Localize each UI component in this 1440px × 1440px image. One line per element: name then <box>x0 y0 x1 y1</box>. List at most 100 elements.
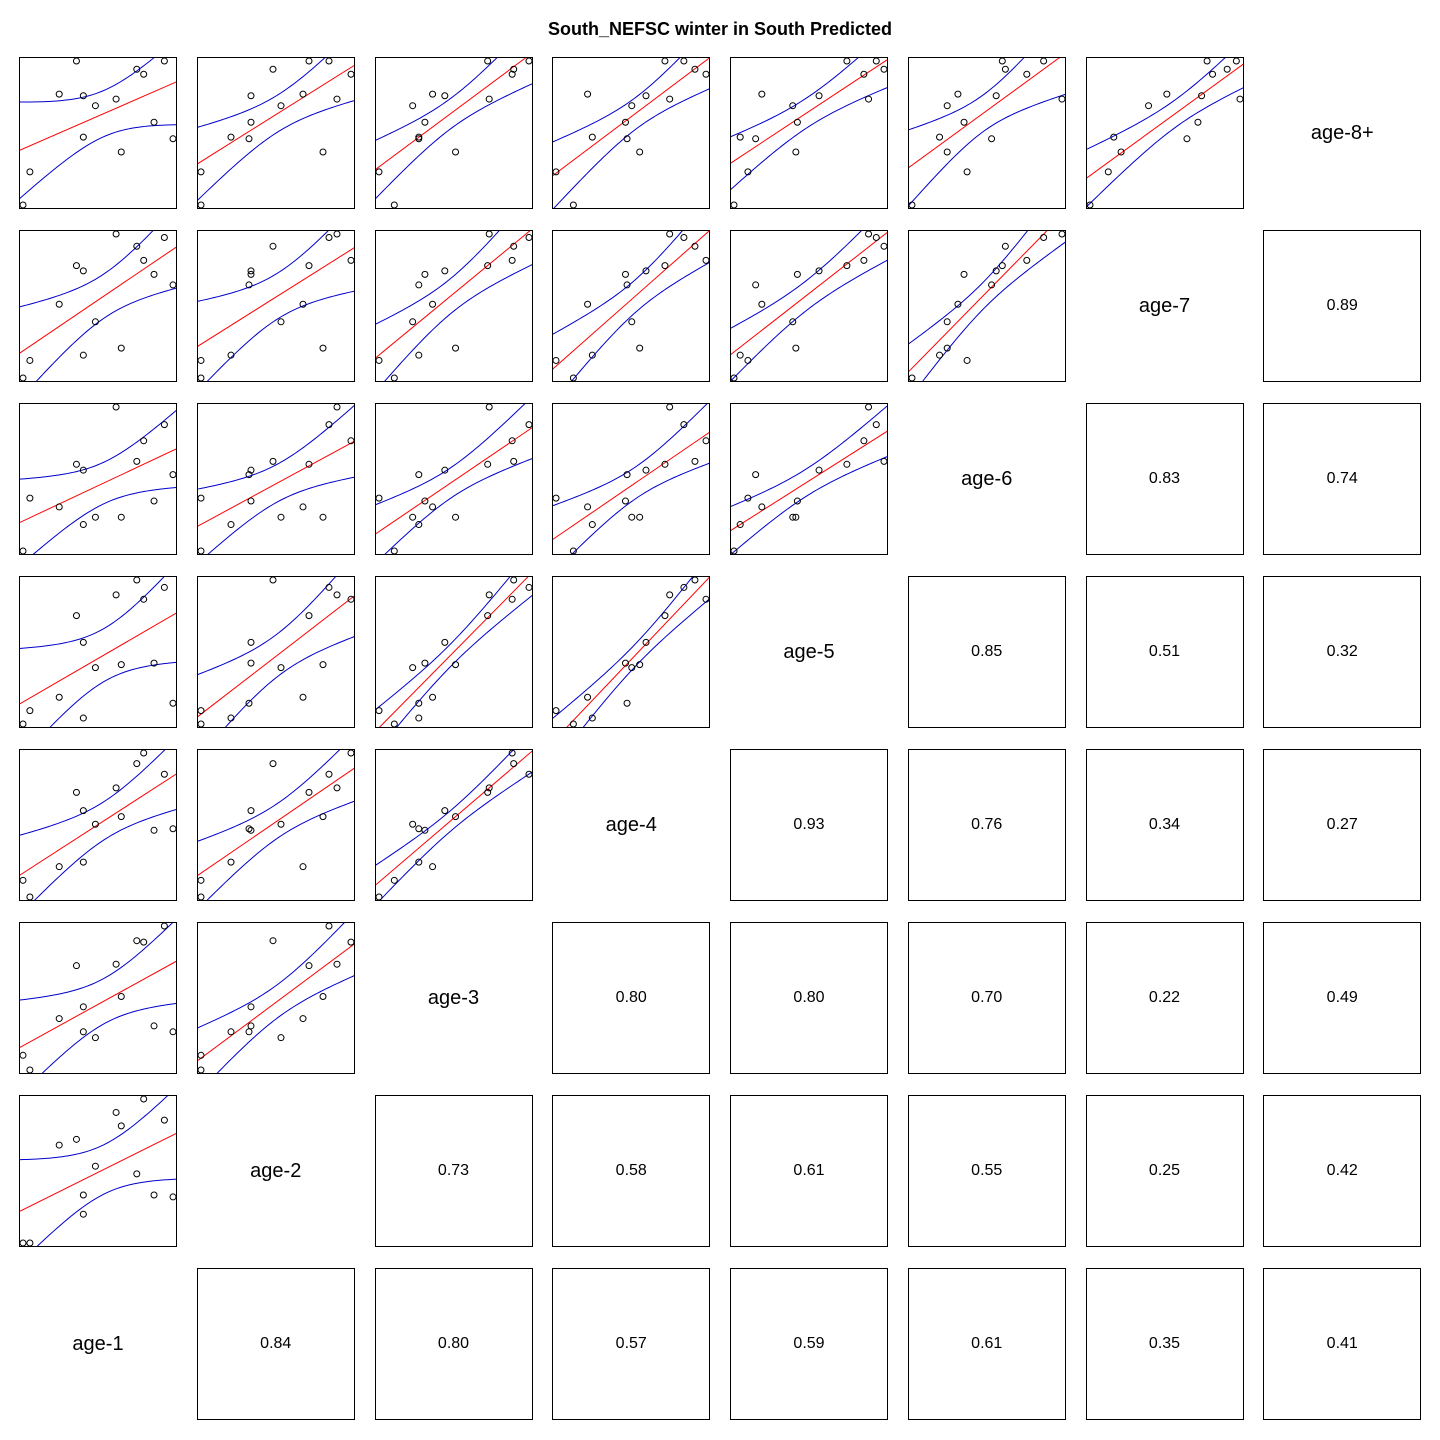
data-point <box>963 356 971 364</box>
data-point <box>19 547 27 555</box>
data-point <box>570 374 578 382</box>
data-point <box>79 807 87 815</box>
data-point <box>789 318 797 326</box>
data-point <box>622 118 630 126</box>
data-point <box>79 714 87 722</box>
correlation-panel-age-3-age-8-plus: 0.49 <box>1263 922 1422 1074</box>
data-point <box>133 457 141 465</box>
data-point <box>112 591 120 599</box>
scatter-plot <box>19 576 177 728</box>
data-point <box>247 659 255 667</box>
data-point <box>117 344 125 352</box>
data-point <box>91 664 99 672</box>
data-point <box>954 90 962 98</box>
data-point <box>666 230 674 238</box>
upper-confidence-band <box>374 576 511 711</box>
data-point <box>160 583 168 591</box>
regression-line <box>19 81 177 152</box>
data-point <box>1039 57 1047 65</box>
upper-confidence-band <box>552 403 709 507</box>
panel-frame <box>19 403 177 555</box>
correlation-value: 0.70 <box>971 989 1003 1006</box>
upper-confidence-band <box>19 1095 170 1161</box>
data-point <box>525 421 532 429</box>
data-point <box>140 938 148 946</box>
data-point <box>79 638 87 646</box>
data-point <box>508 595 516 603</box>
correlation-panel-age-1-age-2: 0.84 <box>196 1268 355 1420</box>
data-point <box>375 494 382 502</box>
data-point <box>691 65 699 73</box>
data-point <box>736 521 744 529</box>
correlation-panel-age-2-age-8-plus: 0.42 <box>1263 1095 1422 1247</box>
correlation-panel-age-3-age-5: 0.80 <box>730 922 888 1074</box>
regression-line <box>19 960 177 1049</box>
data-point <box>79 92 87 100</box>
data-point <box>792 344 800 352</box>
data-point <box>325 583 333 591</box>
variable-label: age-2 <box>250 1159 302 1182</box>
correlation-value: 0.80 <box>793 989 825 1006</box>
correlation-value: 0.73 <box>437 1162 470 1179</box>
data-point <box>247 270 255 278</box>
correlation-panel-age-5-age-8-plus: 0.32 <box>1263 576 1422 728</box>
data-point <box>227 351 235 359</box>
data-point <box>247 92 255 100</box>
panel-frame <box>552 576 711 728</box>
data-point <box>347 595 355 603</box>
correlation-panel-age-2-age-6: 0.55 <box>907 1095 1066 1247</box>
data-point <box>552 707 560 715</box>
scatter-panel-age-5-vs-age-3 <box>374 576 533 728</box>
data-point <box>277 664 285 672</box>
data-point <box>843 460 851 468</box>
data-point <box>628 513 636 521</box>
data-point <box>758 300 766 308</box>
scatter-plot <box>730 403 888 555</box>
regression-line <box>19 448 177 524</box>
data-point <box>987 135 995 143</box>
data-point <box>1023 70 1031 78</box>
panel-frame <box>196 57 355 209</box>
data-point <box>509 457 517 465</box>
data-point <box>19 374 27 382</box>
data-point <box>197 893 205 901</box>
scatter-panel-age-6-vs-age-3 <box>374 403 533 555</box>
scatter-plot <box>19 230 177 382</box>
data-point <box>150 497 158 505</box>
data-point <box>269 760 277 768</box>
data-point <box>420 826 428 834</box>
correlation-value: 0.41 <box>1326 1335 1358 1352</box>
data-point <box>1232 57 1240 65</box>
scatter-panel-age-8-plus-vs-age-7 <box>1085 57 1244 209</box>
data-point <box>26 893 34 901</box>
data-point <box>992 267 1000 275</box>
data-point <box>247 497 255 505</box>
data-point <box>319 148 327 156</box>
data-point <box>451 148 459 156</box>
scatter-panel-age-3-vs-age-2 <box>196 922 355 1074</box>
scatter-plot <box>552 57 711 209</box>
data-point <box>72 788 80 796</box>
data-point <box>150 826 158 834</box>
upper-confidence-band <box>19 57 156 103</box>
scatter-plot <box>19 922 177 1074</box>
lower-confidence-band <box>394 594 533 728</box>
data-point <box>872 57 880 65</box>
correlation-panel-age-5-age-6: 0.85 <box>907 576 1066 728</box>
data-point <box>169 825 177 833</box>
data-point <box>91 1034 99 1042</box>
data-point <box>150 1022 158 1030</box>
diagonal-label-age-2: age-2 <box>197 1095 355 1247</box>
data-point <box>414 714 422 722</box>
upper-confidence-band <box>730 404 888 508</box>
panel-frame <box>552 230 711 382</box>
correlation-value: 0.61 <box>971 1335 1003 1352</box>
data-point <box>420 270 428 278</box>
scatter-panel-age-6-vs-age-2 <box>196 403 355 555</box>
data-point <box>117 993 125 1001</box>
data-point <box>133 937 141 945</box>
data-point <box>552 494 560 502</box>
data-point <box>408 318 416 326</box>
data-point <box>865 230 873 238</box>
scatter-panel-age-3-vs-age-1 <box>19 922 177 1074</box>
